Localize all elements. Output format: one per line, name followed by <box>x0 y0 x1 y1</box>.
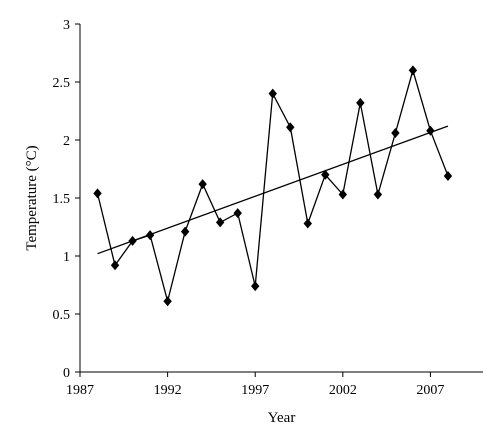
data-point <box>443 170 453 181</box>
data-point <box>338 189 348 200</box>
data-point <box>408 65 418 76</box>
data-point <box>321 169 330 180</box>
data-point <box>215 217 225 228</box>
data-point <box>233 208 242 219</box>
x-tick-label: 2002 <box>329 383 357 398</box>
data-point <box>356 97 365 108</box>
trend-line-group <box>97 125 449 255</box>
x-tick-label: 1997 <box>241 383 269 398</box>
y-tick-label: 1.5 <box>53 192 71 207</box>
x-tick-label: 2007 <box>416 383 444 398</box>
y-tick-label: 2 <box>63 134 70 149</box>
y-tick-label: 2.5 <box>53 76 71 91</box>
data-point <box>145 230 155 241</box>
y-tick-label: 3 <box>63 18 70 33</box>
data-point <box>268 88 277 99</box>
markers-group <box>93 65 453 307</box>
x-axis-label: Year <box>268 410 296 426</box>
y-tick-label: 0.5 <box>53 308 71 323</box>
data-point <box>391 128 400 139</box>
x-tick-label: 1992 <box>154 383 182 398</box>
y-axis-label: Temperature (°C) <box>24 145 40 250</box>
axes: 0 0.5 1 1.5 2 2.5 3 1987 1992 1997 2002 2007 <box>53 18 483 398</box>
data-point <box>93 188 102 199</box>
data-point <box>251 281 260 292</box>
trend-line <box>97 125 449 255</box>
data-point <box>198 179 207 190</box>
data-point <box>303 218 312 229</box>
series-group <box>96 68 449 302</box>
y-tick-label: 1 <box>63 250 70 265</box>
data-point <box>128 235 137 246</box>
y-tick-label: 0 <box>63 366 70 381</box>
data-point <box>180 226 190 237</box>
x-tick-label: 1987 <box>66 383 94 398</box>
data-point <box>163 296 172 307</box>
data-point <box>426 125 435 136</box>
data-point <box>373 189 383 200</box>
series-line <box>96 68 449 302</box>
data-point <box>110 260 120 271</box>
data-point <box>286 122 295 133</box>
